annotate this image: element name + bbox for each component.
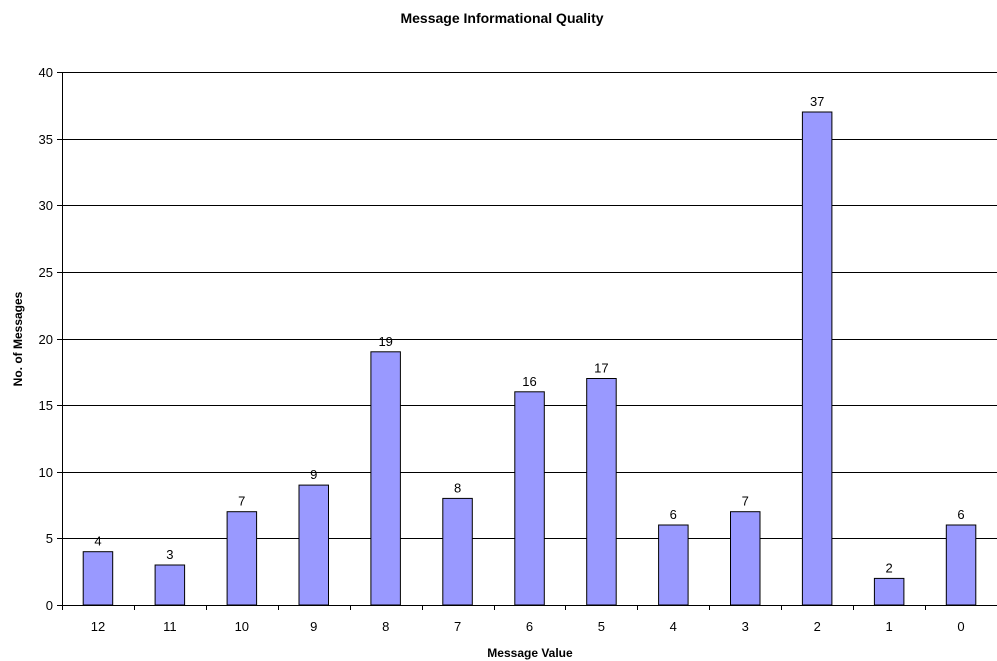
bar-0 [945,524,977,606]
x-axis-title: Message Value [487,646,573,660]
bar-6 [514,391,545,606]
bar-11 [154,564,186,606]
bar-10 [226,511,258,606]
data-label: 8 [454,480,461,495]
data-label: 6 [957,507,964,522]
bar-7 [442,497,473,606]
data-label: 6 [670,507,677,522]
x-tick-label: 12 [91,619,105,634]
x-tick-label: 11 [163,619,177,634]
y-tick-label: 10 [39,465,53,480]
y-tick-label: 35 [39,132,53,147]
x-tick-label: 2 [814,619,821,634]
data-label: 4 [94,534,101,549]
y-axis-title: No. of Messages [11,291,25,386]
x-tick-label: 9 [310,619,317,634]
data-label: 17 [594,361,608,376]
x-tick-label: 10 [235,619,249,634]
data-label: 3 [166,547,173,562]
bars [82,111,977,606]
y-tick-label: 30 [39,198,53,213]
data-label: 9 [310,467,317,482]
x-tick-label: 6 [526,619,533,634]
x-tick-label: 3 [742,619,749,634]
data-label: 7 [742,494,749,509]
y-tick-label: 0 [46,598,53,613]
chart-title: Message Informational Quality [400,10,603,26]
x-tick-label: 0 [957,619,964,634]
data-label: 7 [238,494,245,509]
bar-9 [298,484,329,606]
x-tick-label: 5 [598,619,605,634]
bar-4 [658,524,689,606]
bar-8 [370,351,401,606]
x-tick-label: 8 [382,619,389,634]
y-tick-label: 15 [39,398,53,413]
y-tick-label: 5 [46,531,53,546]
y-tick-label: 20 [39,332,53,347]
y-tick-label: 40 [39,65,53,80]
bar-3 [730,511,761,606]
x-tick-label: 7 [454,619,461,634]
y-tick-label: 25 [39,265,53,280]
data-label: 37 [810,94,824,109]
bar-2 [801,111,833,606]
bar-12 [82,551,114,606]
bar-1 [873,577,905,606]
x-tick-label: 4 [670,619,677,634]
data-label: 16 [522,374,536,389]
data-label: 19 [378,334,392,349]
x-tick-label: 1 [885,619,892,634]
bar-5 [586,378,617,606]
data-label: 2 [885,560,892,575]
